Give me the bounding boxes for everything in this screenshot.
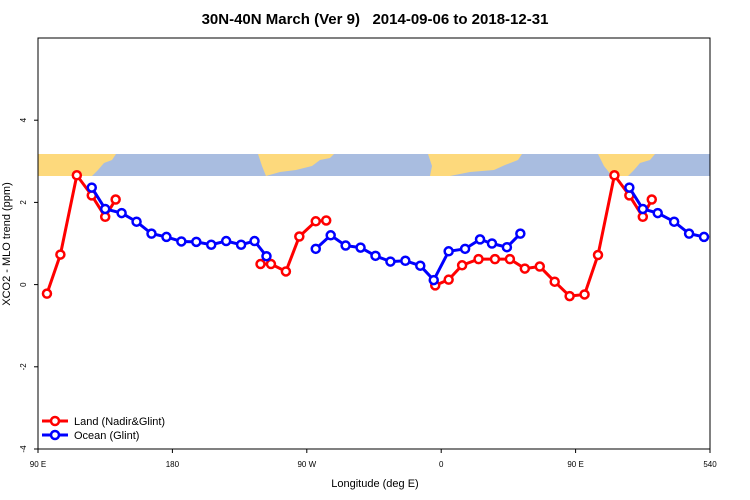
data-point [191,236,202,248]
data-point [489,253,501,265]
map-strip [38,154,710,176]
data-point [504,253,516,265]
x-tick-label: 90 E [567,460,583,469]
data-point [473,253,484,265]
data-point [549,276,560,287]
data-point [220,235,232,247]
data-point [255,258,266,270]
data-point [668,216,680,227]
y-tick-label: 2 [19,200,28,205]
data-point [161,231,172,243]
data-point [110,194,121,205]
data-point [698,231,710,243]
data-point [86,182,98,193]
x-axis-label: Longitude (deg E) [331,478,418,490]
data-point [55,249,66,260]
data-point [325,230,336,241]
chart-title: 30N-40N March (Ver 9) 2014-09-06 to 2018… [202,11,549,28]
data-point [310,243,322,255]
data-point [443,274,454,285]
data-point [564,290,575,302]
legend-marker [49,429,61,441]
data-point [265,258,277,270]
legend-label: Ocean (Glint) [74,430,139,442]
data-point [683,228,695,239]
data-point [637,203,649,215]
data-point [415,260,426,271]
data-point [501,241,513,253]
data-point [99,203,111,215]
data-point [443,246,454,257]
x-tick-label: 540 [703,460,717,469]
data-point [176,236,187,247]
data-point [400,255,411,267]
data-point [116,207,127,219]
x-tick-label: 90 E [30,460,46,469]
data-point [249,235,260,247]
data-point [310,216,322,227]
data-point [459,243,471,255]
y-tick-label: 4 [19,117,28,122]
data-point [71,170,83,181]
data-point [486,238,498,249]
data-point [624,182,635,193]
data-point [320,215,332,226]
legend-label: Land (Nadir&Glint) [74,416,165,428]
plot-frame [37,37,711,450]
data-point [592,249,604,261]
data-point [261,250,272,262]
data-point [609,170,620,181]
data-point [340,240,351,251]
data-point [280,266,292,277]
y-tick-label: 0 [19,282,28,287]
data-point [519,263,531,274]
data-point [515,228,526,239]
data-point [428,274,439,286]
legend-marker [49,415,61,427]
data-point [294,231,305,242]
data-point [646,194,658,205]
data-point [146,228,157,239]
x-tick-label: 90 W [297,460,316,469]
x-tick-label: 0 [439,460,444,469]
data-point [235,239,247,250]
data-point [456,260,468,271]
data-point [474,234,486,245]
data-point [579,289,590,300]
data-point [652,207,663,219]
data-point [370,250,381,262]
data-point [131,216,142,227]
data-point [355,242,366,253]
x-tick-label: 180 [166,460,180,469]
data-point [385,256,396,267]
y-tick-label: -4 [19,445,28,453]
data-point [534,261,546,272]
y-tick-label: -2 [19,363,28,371]
data-point [41,288,53,299]
data-point [205,239,217,250]
y-axis-label: XCO2 - MLO trend (ppm) [1,182,13,305]
